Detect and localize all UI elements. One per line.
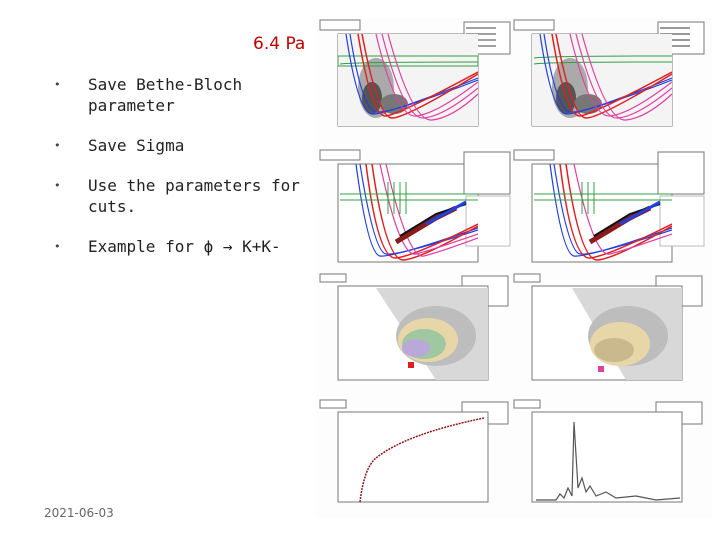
plot-dedx-2 [513,19,705,127]
bullet-item: • Save Sigma [52,135,312,156]
bullet-dot-icon: • [54,139,61,152]
plot-dedx-1 [319,19,511,127]
bullet-dot-icon: • [54,78,61,91]
bullet-text: Example for ϕ → K+K- [88,237,281,256]
slide-title: 6.4 Pa [253,34,306,54]
plot-1d-hist-1 [319,399,509,503]
plots-image-panel [316,18,712,518]
plots-grid-graphic [319,19,705,503]
bullet-item: • Use the parameters for cuts. [52,175,312,217]
plot-dedx-cut-1 [319,149,511,263]
plot-1d-hist-2 [513,399,703,503]
bullet-item: • Example for ϕ → K+K- [52,236,312,257]
bullet-item: • Save Bethe-Bloch parameter [52,74,312,116]
bullet-text: Save Bethe-Bloch parameter [88,75,243,115]
footer-date: 2021-06-03 [44,506,114,520]
bullet-dot-icon: • [54,179,61,192]
bullet-text: Use the parameters for cuts. [88,176,300,216]
plot-dedx-cut-2 [513,149,705,263]
plot-2d-hist-1 [319,273,509,381]
plot-2d-hist-2 [513,273,703,381]
bullet-dot-icon: • [54,240,61,253]
bullet-list: • Save Bethe-Bloch parameter • Save Sigma … [52,74,312,276]
bullet-text: Save Sigma [88,136,185,155]
